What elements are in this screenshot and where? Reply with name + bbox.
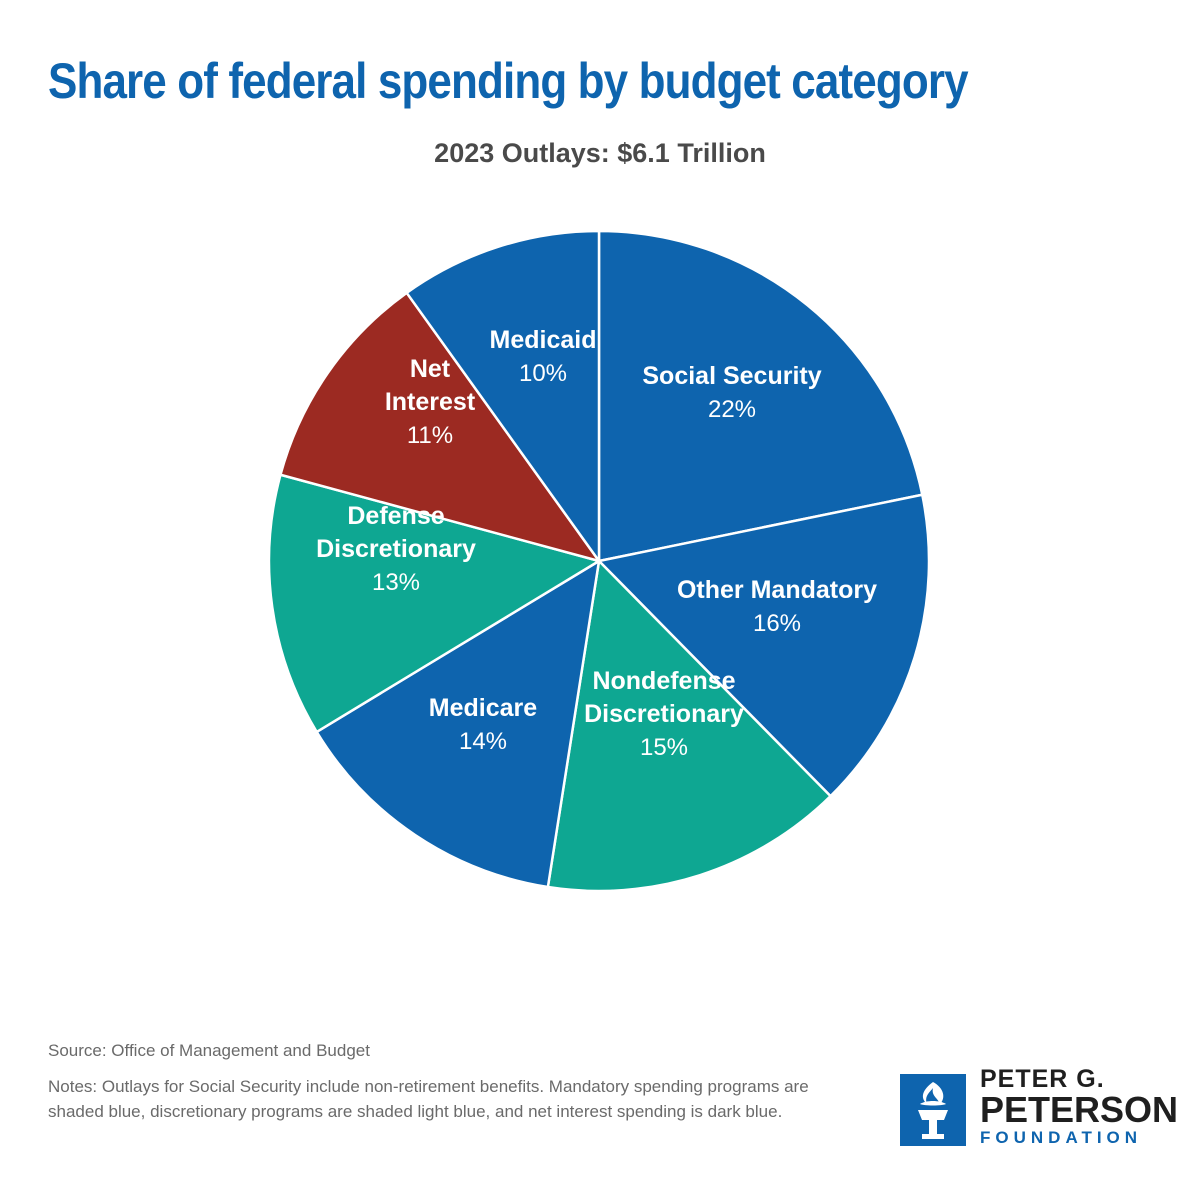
slice-label: Net	[410, 355, 451, 383]
pie-slice	[315, 559, 601, 889]
peterson-foundation-logo: PETER G. PETERSON FOUNDATION	[900, 1066, 1178, 1150]
source-note: Source: Office of Management and Budget	[48, 1041, 370, 1060]
pie-slice	[546, 559, 832, 893]
pie-slice	[597, 229, 924, 563]
slice-value-label: 13%	[372, 569, 420, 596]
slice-value-label: 11%	[407, 422, 453, 449]
logo-line-3: FOUNDATION	[980, 1128, 1143, 1147]
slice-label: Discretionary	[316, 535, 476, 563]
notes-text: Notes: Outlays for Social Security inclu…	[48, 1077, 809, 1121]
logo-line-2: PETERSON	[980, 1089, 1179, 1130]
slice-value-label: 10%	[519, 360, 567, 387]
pie-slice	[279, 291, 601, 563]
slice-label: Other Mandatory	[677, 576, 877, 604]
chart-title: Share of federal spending by budget cate…	[48, 53, 969, 109]
logo-line-1: PETER G.	[980, 1065, 1105, 1093]
pie-slice	[597, 493, 931, 798]
slice-label: Social Security	[642, 362, 821, 390]
torch-icon	[900, 1074, 966, 1146]
chart-subtitle: 2023 Outlays: $6.1 Trillion	[434, 138, 766, 168]
slice-label: Nondefense	[592, 667, 735, 695]
slice-label: Medicaid	[490, 326, 597, 354]
logo-wordmark: PETER G. PETERSON FOUNDATION	[980, 1066, 1178, 1148]
pie-slice	[405, 229, 601, 563]
slice-value-label: 22%	[708, 396, 756, 423]
slice-value-label: 16%	[753, 610, 801, 637]
slice-label: Discretionary	[584, 700, 744, 728]
slice-label: Defense	[347, 502, 444, 530]
slice-value-label: 14%	[459, 728, 507, 755]
slice-label: Interest	[385, 388, 476, 416]
slice-label: Medicare	[429, 694, 537, 722]
slice-value-label: 15%	[640, 734, 688, 761]
